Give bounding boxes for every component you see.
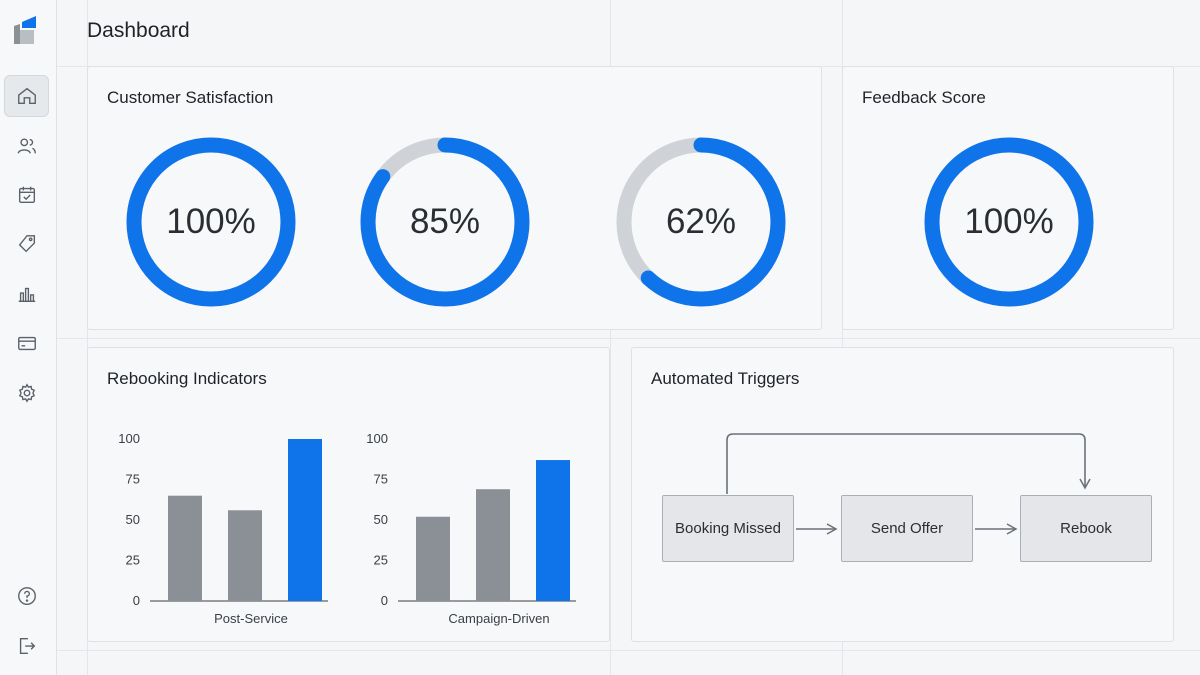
bar[interactable] bbox=[416, 516, 450, 601]
donut-ring bbox=[126, 137, 296, 307]
credit-card-icon bbox=[17, 336, 36, 351]
trigger-step-send-offer[interactable]: Send Offer bbox=[841, 495, 973, 562]
users-icon bbox=[17, 138, 36, 154]
y-tick-label: 50 bbox=[374, 512, 388, 527]
bar[interactable] bbox=[168, 495, 202, 601]
donut-ring bbox=[360, 137, 530, 307]
loop-arrow bbox=[726, 433, 1091, 494]
ring-value-label: 100% bbox=[964, 202, 1054, 241]
y-tick-label: 75 bbox=[374, 472, 388, 487]
bar[interactable] bbox=[288, 439, 322, 601]
sidebar-item-billing[interactable] bbox=[4, 322, 49, 364]
y-tick-label: 0 bbox=[381, 593, 388, 608]
sidebar bbox=[0, 0, 57, 675]
ring-progress-arc bbox=[616, 137, 786, 307]
customer-satisfaction-card: Customer Satisfaction 100% 85% 62% bbox=[87, 66, 822, 330]
background-grid-line bbox=[842, 0, 843, 675]
card-title: Customer Satisfaction bbox=[107, 88, 274, 107]
satisfaction-ring-3: 62% bbox=[615, 136, 787, 308]
help-icon bbox=[17, 587, 36, 605]
trigger-step-rebook[interactable]: Rebook bbox=[1020, 495, 1152, 562]
rebooking-indicators-card: Rebooking Indicators 0 25 50 75 100 Post-Serv… bbox=[87, 347, 610, 642]
donut-ring bbox=[924, 137, 1094, 307]
page-title: Dashboard bbox=[87, 19, 190, 42]
sidebar-item-settings[interactable] bbox=[4, 372, 49, 414]
card-title: Automated Triggers bbox=[651, 369, 800, 388]
automated-triggers-card: Automated Triggers Booking Missed Send O… bbox=[631, 347, 1174, 642]
satisfaction-ring-2: 85% bbox=[359, 136, 531, 308]
feedback-score-card: Feedback Score 100% bbox=[842, 66, 1174, 330]
background-grid-line bbox=[57, 650, 1200, 651]
y-tick-label: 75 bbox=[126, 472, 140, 487]
sidebar-item-users[interactable] bbox=[4, 125, 49, 167]
ring-progress-arc bbox=[360, 137, 530, 307]
sidebar-item-calendar[interactable] bbox=[4, 174, 49, 216]
sidebar-item-tags[interactable] bbox=[4, 223, 49, 265]
y-tick-label: 0 bbox=[133, 593, 140, 608]
card-title: Feedback Score bbox=[862, 88, 986, 107]
y-tick-label: 100 bbox=[366, 431, 388, 446]
background-grid-line bbox=[610, 0, 611, 675]
calendar-check-icon bbox=[18, 186, 35, 204]
tag-icon bbox=[18, 235, 35, 253]
y-tick-label: 25 bbox=[126, 553, 140, 568]
ring-value-label: 85% bbox=[409, 202, 481, 241]
x-axis-label: Campaign-Driven bbox=[448, 611, 549, 626]
y-tick-label: 25 bbox=[374, 553, 388, 568]
bar[interactable] bbox=[476, 489, 510, 601]
home-icon bbox=[17, 87, 36, 105]
donut-ring bbox=[616, 137, 786, 307]
ring-value-label: 62% bbox=[665, 202, 737, 241]
bar[interactable] bbox=[536, 460, 570, 601]
ring-progress-arc bbox=[924, 137, 1094, 307]
background-grid-line bbox=[57, 338, 1200, 339]
ring-progress-arc bbox=[126, 137, 296, 307]
trigger-step-booking-missed[interactable]: Booking Missed bbox=[662, 495, 794, 562]
trigger-flow-connectors bbox=[726, 433, 1091, 535]
y-tick-label: 50 bbox=[126, 512, 140, 527]
gear-icon bbox=[18, 383, 35, 403]
campaign-driven-bar-chart: 0 25 50 75 100 Campaign-Driven bbox=[366, 431, 576, 626]
logout-button[interactable] bbox=[4, 625, 49, 667]
y-tick-label: 100 bbox=[118, 431, 140, 446]
app-logo-icon bbox=[14, 16, 36, 44]
help-button[interactable] bbox=[4, 575, 49, 617]
bar-chart-icon bbox=[18, 287, 35, 303]
x-axis-label: Post-Service bbox=[214, 611, 288, 626]
satisfaction-ring-1: 100% bbox=[125, 136, 297, 308]
bar[interactable] bbox=[228, 510, 262, 601]
feedback-ring: 100% bbox=[923, 136, 1095, 308]
logout-icon bbox=[19, 637, 35, 655]
post-service-bar-chart: 0 25 50 75 100 Post-Service bbox=[118, 431, 328, 626]
ring-value-label: 100% bbox=[166, 202, 256, 241]
sidebar-item-home[interactable] bbox=[4, 75, 49, 117]
card-title: Rebooking Indicators bbox=[107, 369, 267, 388]
background-grid-line bbox=[87, 0, 88, 675]
sidebar-item-analytics[interactable] bbox=[4, 273, 49, 315]
